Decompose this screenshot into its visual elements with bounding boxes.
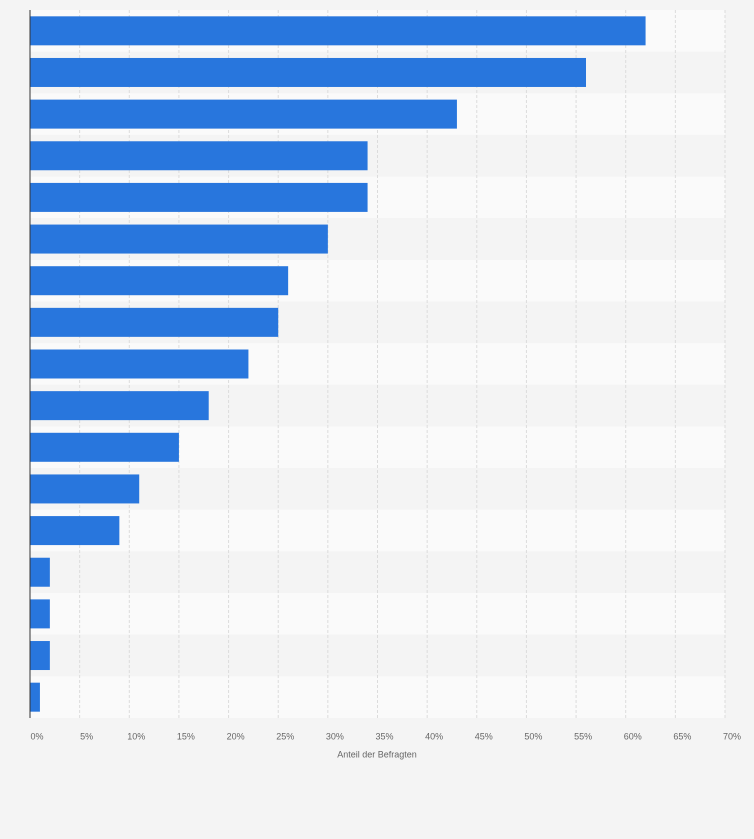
bar <box>30 307 279 337</box>
bar <box>30 557 50 587</box>
x-tick-label: 20% <box>227 731 245 741</box>
bar <box>30 432 179 462</box>
x-tick-label: 25% <box>276 731 294 741</box>
x-tick-label: 65% <box>673 731 691 741</box>
x-tick-label: 5% <box>80 731 93 741</box>
row-band <box>30 593 725 635</box>
x-tick-label: 70% <box>723 731 741 741</box>
bar <box>30 682 40 712</box>
bar <box>30 266 289 296</box>
x-tick-label: 35% <box>375 731 393 741</box>
bar <box>30 182 368 212</box>
x-tick-label: 10% <box>127 731 145 741</box>
bar <box>30 349 249 379</box>
x-tick-label: 50% <box>524 731 542 741</box>
x-tick-label: 0% <box>30 731 43 741</box>
bar <box>30 516 120 546</box>
bar <box>30 224 328 254</box>
x-tick-label: 45% <box>475 731 493 741</box>
x-tick-label: 15% <box>177 731 195 741</box>
bar <box>30 641 50 671</box>
bar <box>30 57 586 87</box>
x-tick-label: 30% <box>326 731 344 741</box>
bar <box>30 474 140 504</box>
bar <box>30 99 457 129</box>
x-tick-label: 60% <box>624 731 642 741</box>
bar <box>30 141 368 171</box>
x-tick-label: 55% <box>574 731 592 741</box>
x-axis-label: Anteil der Befragten <box>337 749 417 759</box>
x-tick-label: 40% <box>425 731 443 741</box>
bar <box>30 391 209 421</box>
bar <box>30 16 646 46</box>
bar <box>30 599 50 629</box>
